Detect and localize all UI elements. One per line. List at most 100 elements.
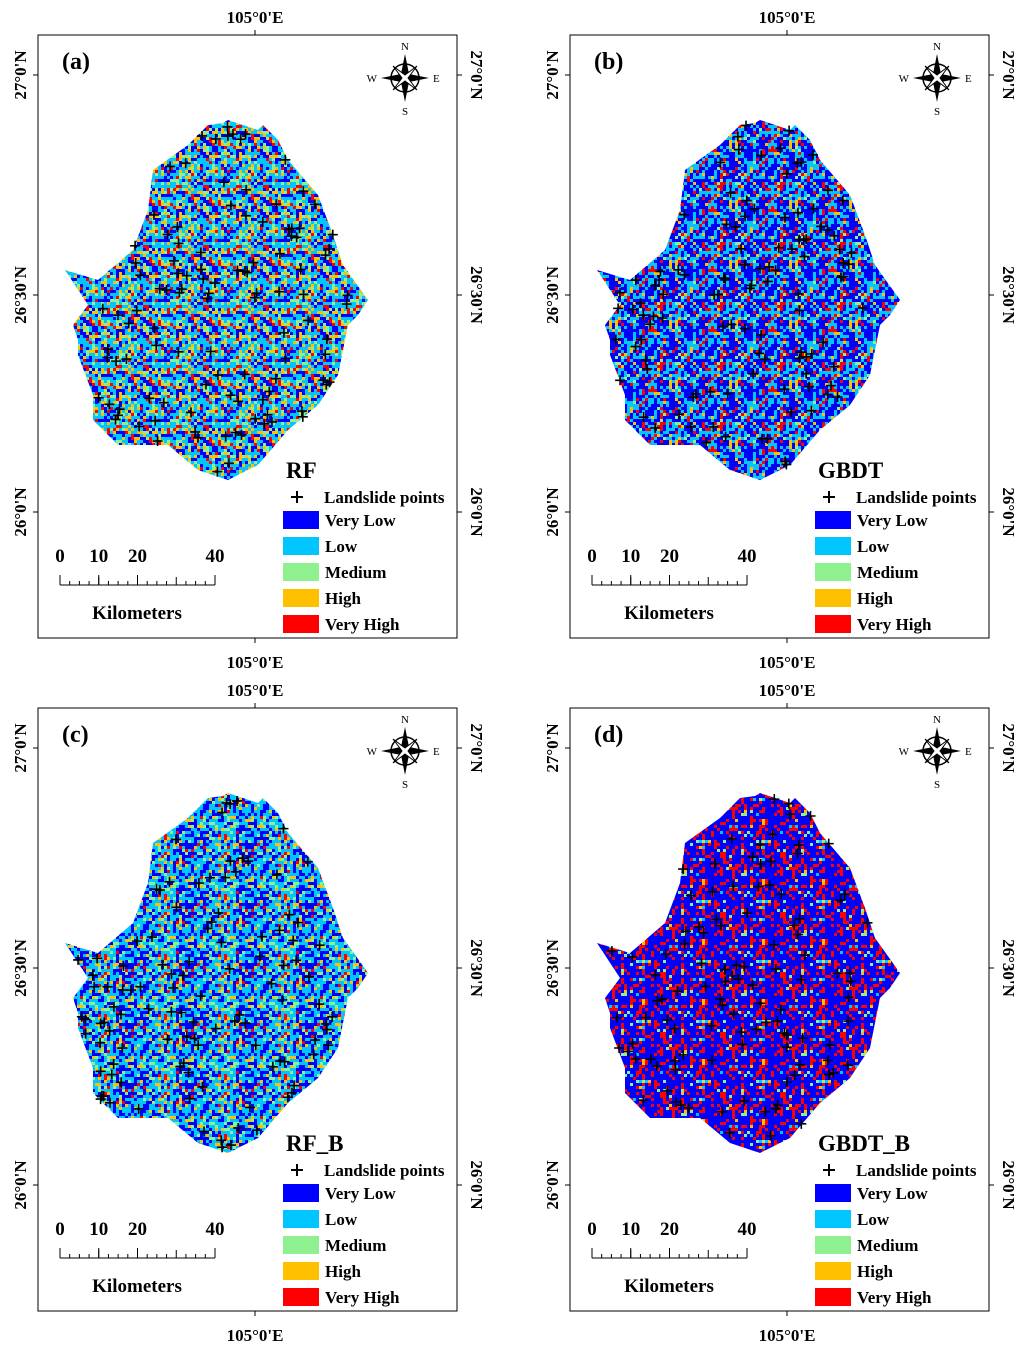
compass-star [924, 738, 950, 764]
landslide-point [240, 210, 251, 221]
landslide-point [824, 1069, 835, 1080]
landslide-point [148, 209, 159, 220]
landslide-point [640, 354, 651, 365]
landslide-point [99, 1017, 110, 1028]
compass-n: N [933, 41, 941, 53]
landslide-point [822, 1055, 833, 1066]
landslide-point [220, 431, 231, 442]
landslide-point [233, 396, 244, 407]
legend-swatch [283, 1210, 319, 1228]
landslide-point [781, 168, 792, 179]
landslide-point [651, 1060, 662, 1071]
legend-label: High [325, 589, 361, 608]
legend-label: Very Low [857, 511, 928, 530]
landslide-point [731, 960, 742, 971]
landslide-point [717, 1000, 728, 1011]
landslide-point [769, 794, 780, 805]
landslide-point [327, 1011, 338, 1022]
legend-swatch [815, 537, 851, 555]
landslide-point [707, 886, 718, 897]
landslide-point [114, 404, 125, 415]
landslide-point [108, 1059, 119, 1070]
landslide-point [310, 1035, 321, 1046]
landslide-point [662, 1085, 673, 1096]
legend-swatch [815, 1288, 851, 1306]
study-area [597, 120, 900, 480]
landslide-point [805, 810, 816, 821]
landslide-point [204, 872, 215, 883]
landslide-point [612, 1012, 623, 1023]
landslide-point [267, 1061, 278, 1072]
landslide-point [638, 310, 649, 321]
latitude-label: 26°0'N [543, 1160, 562, 1210]
landslide-point [278, 823, 289, 834]
landslide-point [683, 1102, 694, 1113]
landslide-point [151, 884, 162, 895]
landslide-point [295, 264, 306, 275]
legend-label: Very Low [325, 511, 396, 530]
legend-label: Low [857, 537, 890, 556]
landslide-point [278, 327, 289, 338]
landslide-point [796, 1118, 807, 1129]
landslide-point [291, 955, 302, 966]
landslide-point [739, 961, 750, 972]
landslide-point [217, 807, 228, 818]
landslide-point [715, 993, 726, 1004]
landslide-point [280, 353, 291, 364]
landslide-point [741, 195, 752, 206]
landslide-point [202, 293, 213, 304]
landslide-point [98, 1091, 109, 1102]
scale-tick-label: 20 [128, 1219, 147, 1240]
landslide-point [828, 361, 839, 372]
landslide-point [200, 379, 211, 390]
landslide-point [724, 1127, 735, 1138]
landslide-point [239, 266, 250, 277]
landslide-point [184, 1093, 195, 1104]
scale-tick-label: 10 [89, 1219, 108, 1240]
landslide-point [195, 247, 206, 258]
landslide-point [176, 284, 187, 295]
compass-n: N [933, 714, 941, 726]
landslide-point [262, 409, 273, 420]
landslide-point [832, 392, 843, 403]
landslide-point [274, 248, 285, 259]
landslide-point [176, 1007, 187, 1018]
landslide-point [222, 131, 233, 142]
landslide-point [793, 839, 804, 850]
legend-swatch [815, 1262, 851, 1280]
scale-tick-label: 40 [738, 1219, 757, 1240]
landslide-point [701, 437, 712, 448]
landslide-point [670, 1056, 681, 1067]
scale-tick-label: 40 [206, 1219, 225, 1240]
landslide-point [794, 1059, 805, 1070]
scale-unit: Kilometers [92, 603, 182, 624]
landslide-point [275, 1056, 286, 1067]
landslide-point [838, 257, 849, 268]
landslide-point [95, 1066, 106, 1077]
landslide-point [711, 914, 722, 925]
landslide-point [244, 1102, 255, 1113]
landslide-point [793, 288, 804, 299]
latitude-label: 26°30'N [543, 938, 562, 997]
landslide-point [776, 889, 787, 900]
landslide-point [324, 243, 335, 254]
landslide-point [733, 973, 744, 984]
landslide-point [765, 856, 776, 867]
landslide-point [792, 158, 803, 169]
landslide-point [783, 798, 794, 809]
panel-label: (a) [62, 49, 90, 75]
landslide-point [822, 185, 833, 196]
landslide-point [106, 1069, 117, 1080]
legend-label: Very Low [857, 1184, 928, 1203]
landslide-point [250, 1040, 261, 1051]
legend-label: Very Low [325, 1184, 396, 1203]
landslide-point [309, 199, 320, 210]
landslide-point [280, 154, 291, 165]
compass-s: S [402, 779, 408, 791]
landslide-point [781, 1030, 792, 1041]
landslide-point [785, 809, 796, 820]
landslide-point [794, 353, 805, 364]
landslide-point [775, 143, 786, 154]
landslide-point [794, 305, 805, 316]
